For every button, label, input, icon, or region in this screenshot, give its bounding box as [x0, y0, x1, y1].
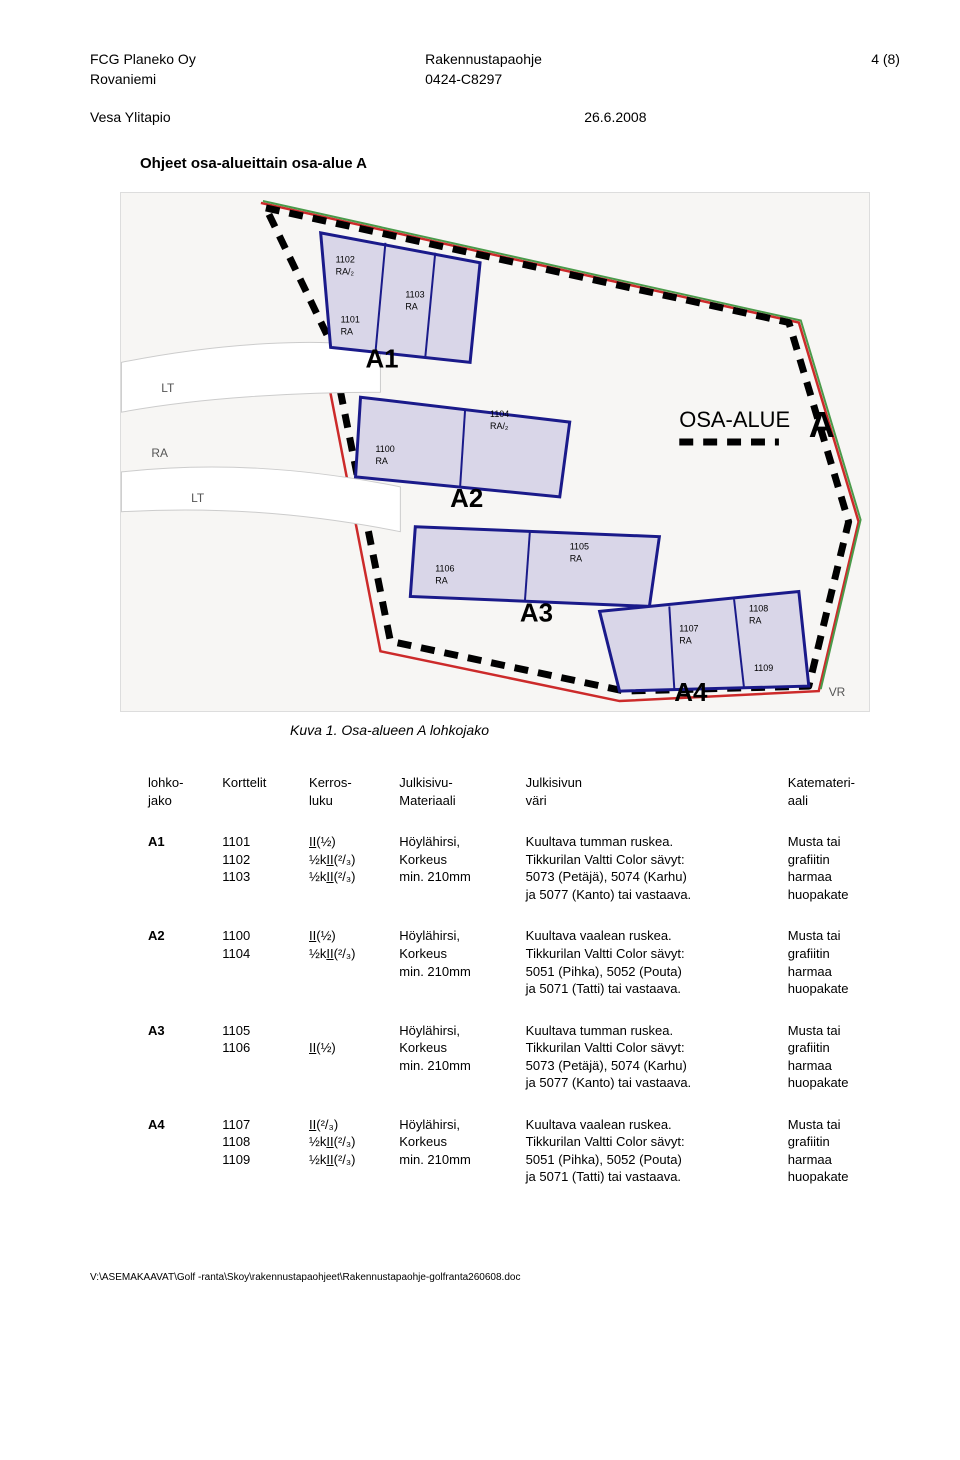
th-julkisivu: Julkisivu-Materiaali — [391, 768, 517, 821]
group-label: A4 — [140, 1104, 214, 1192]
footer-path: V:\ASEMAKAAVAT\Golf -ranta\Skoy\rakennus… — [90, 1272, 900, 1283]
date: 26.6.2008 — [584, 109, 646, 125]
th-lohko: lohko-jako — [140, 768, 214, 821]
svg-text:RA: RA — [679, 635, 691, 645]
korttelit: 110711081109 — [214, 1104, 301, 1192]
header-center: Rakennustapaohje 0424-C8297 — [425, 50, 542, 89]
section-title: Ohjeet osa-alueittain osa-alue A — [140, 155, 900, 172]
svg-text:A2: A2 — [450, 485, 483, 513]
group-label: A1 — [140, 821, 214, 915]
korttelit: 110111021103 — [214, 821, 301, 915]
th-vari: Julkisivunväri — [518, 768, 780, 821]
th-kate: Katemateri-aali — [780, 768, 900, 821]
svg-text:1100: 1100 — [375, 444, 394, 454]
vari: Kuultava vaalean ruskea.Tikkurilan Valtt… — [518, 1104, 780, 1192]
svg-text:RA: RA — [570, 554, 582, 564]
korttelit: 11001104 — [214, 915, 301, 1009]
julkisivu: Höylähirsi,Korkeusmin. 210mm — [391, 1104, 517, 1192]
header-right: 4 (8) — [871, 50, 900, 89]
th-korttelit: Korttelit — [214, 768, 301, 821]
group-label: A3 — [140, 1010, 214, 1104]
doc-code: 0424-C8297 — [425, 70, 542, 90]
kerrosluku: II(½) — [301, 1010, 391, 1104]
kerrosluku: II(²/₃)½kII(²/₃)½kII(²/₃) — [301, 1104, 391, 1192]
korttelit: 11051106 — [214, 1010, 301, 1104]
kate: Musta taigrafiitinharmaahuopakate — [780, 915, 900, 1009]
author: Vesa Ylitapio — [90, 109, 171, 125]
svg-text:1108: 1108 — [749, 604, 768, 614]
svg-text:1101: 1101 — [341, 315, 360, 325]
svg-text:1103: 1103 — [405, 290, 424, 300]
th-kerros: Kerros-luku — [301, 768, 391, 821]
vari: Kuultava tumman ruskea.Tikkurilan Valtti… — [518, 1010, 780, 1104]
author-row: Vesa Ylitapio 26.6.2008 — [90, 109, 900, 125]
svg-text:1105: 1105 — [570, 542, 589, 552]
svg-text:1109: 1109 — [754, 663, 773, 673]
doc-title: Rakennustapaohje — [425, 50, 542, 70]
map: LT LT RA VR 1102 RA/₂ 1101 RA 1103 RA A1 — [120, 192, 870, 712]
city: Rovaniemi — [90, 70, 196, 90]
svg-text:1102: 1102 — [336, 255, 355, 265]
svg-text:A: A — [809, 405, 835, 445]
group-label: A2 — [140, 915, 214, 1009]
kerrosluku: II(½)½kII(²/₃) — [301, 915, 391, 1009]
svg-text:1104: 1104 — [490, 409, 509, 419]
svg-text:RA: RA — [375, 456, 387, 466]
header: FCG Planeko Oy Rovaniemi Rakennustapaohj… — [90, 50, 900, 89]
svg-text:LT: LT — [191, 491, 205, 505]
svg-text:A4: A4 — [674, 679, 708, 707]
svg-text:VR: VR — [829, 685, 846, 699]
kerrosluku: II(½)½kII(²/₃)½kII(²/₃) — [301, 821, 391, 915]
julkisivu: Höylähirsi,Korkeusmin. 210mm — [391, 821, 517, 915]
svg-text:OSA-ALUE: OSA-ALUE — [679, 407, 790, 432]
svg-text:1106: 1106 — [435, 564, 454, 574]
vari: Kuultava tumman ruskea.Tikkurilan Valtti… — [518, 821, 780, 915]
header-left: FCG Planeko Oy Rovaniemi — [90, 50, 196, 89]
svg-text:RA: RA — [151, 446, 168, 460]
kate: Musta taigrafiitinharmaahuopakate — [780, 1104, 900, 1192]
svg-text:RA/₂: RA/₂ — [490, 421, 509, 431]
svg-text:RA: RA — [435, 576, 447, 586]
page-num: 4 (8) — [871, 50, 900, 70]
julkisivu: Höylähirsi,Korkeusmin. 210mm — [391, 1010, 517, 1104]
kate: Musta taigrafiitinharmaahuopakate — [780, 1010, 900, 1104]
company: FCG Planeko Oy — [90, 50, 196, 70]
kate: Musta taigrafiitinharmaahuopakate — [780, 821, 900, 915]
page: FCG Planeko Oy Rovaniemi Rakennustapaohj… — [0, 0, 960, 1323]
svg-text:A3: A3 — [520, 600, 553, 628]
spec-table: lohko-jako Korttelit Kerros-luku Julkisi… — [140, 768, 900, 1192]
svg-text:RA: RA — [341, 327, 353, 337]
julkisivu: Höylähirsi,Korkeusmin. 210mm — [391, 915, 517, 1009]
svg-text:RA: RA — [749, 616, 761, 626]
svg-text:RA: RA — [405, 302, 417, 312]
svg-text:1107: 1107 — [679, 623, 698, 633]
svg-text:RA/₂: RA/₂ — [336, 267, 355, 277]
caption: Kuva 1. Osa-alueen A lohkojako — [290, 722, 900, 738]
svg-text:A1: A1 — [366, 346, 399, 374]
vari: Kuultava vaalean ruskea.Tikkurilan Valtt… — [518, 915, 780, 1009]
svg-text:LT: LT — [161, 381, 175, 395]
